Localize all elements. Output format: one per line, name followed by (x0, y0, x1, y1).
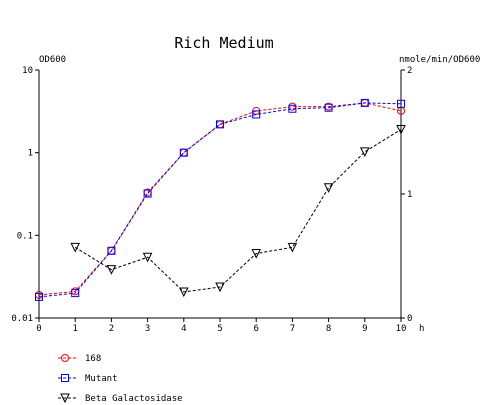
data-point-beta-galactosidase (178, 287, 189, 298)
y-right-tick-label: 2 (407, 66, 412, 76)
data-point-beta-galactosidase (106, 265, 117, 275)
legend-marker-beta-galactosidase (60, 393, 70, 404)
legend-label-mutant: Mutant (85, 374, 118, 384)
data-point-mutant (252, 110, 261, 119)
data-point-mutant (143, 189, 152, 198)
data-point-mutant (324, 103, 333, 112)
y-right-axis-label: nmole/min/OD600 (399, 55, 480, 65)
y-right-tick-label: 0 (407, 314, 412, 324)
x-axis-unit-label: h (419, 324, 424, 334)
y-left-tick-label: 0.1 (17, 231, 33, 241)
data-point-beta-galactosidase (287, 242, 298, 253)
series-line-beta-galactosidase (74, 129, 402, 293)
x-tick-label: 6 (253, 324, 258, 334)
data-point-beta-galactosidase (359, 147, 370, 157)
x-tick-label: 0 (36, 324, 41, 334)
series-line-mutant (38, 102, 402, 298)
legend-marker-168 (61, 354, 69, 362)
data-point-mutant (288, 104, 297, 113)
legend: 168 Mutant Beta Galactosidase (58, 354, 183, 404)
x-tick-label: 5 (217, 324, 222, 334)
data-point-beta-galactosidase (396, 125, 406, 135)
series-layer (35, 98, 406, 301)
data-point-mutant (35, 292, 43, 301)
x-tick-label: 1 (72, 324, 77, 334)
y-left-tick-label: 1 (28, 149, 33, 159)
data-point-mutant (397, 99, 405, 108)
legend-label-168: 168 (85, 354, 101, 364)
data-point-mutant (360, 98, 369, 107)
y-left-axis-label: OD600 (39, 55, 66, 65)
y-left-tick-label: 10 (22, 66, 33, 76)
data-point-beta-galactosidase (215, 282, 225, 293)
x-tick-label: 4 (181, 324, 186, 334)
y-right-tick-label: 1 (407, 190, 412, 200)
legend-label-beta-galactosidase: Beta Galactosidase (85, 394, 183, 404)
data-point-mutant (179, 148, 188, 157)
data-point-beta-galactosidase (142, 252, 153, 263)
data-point-mutant (71, 289, 80, 298)
x-tick-label: 9 (362, 324, 367, 334)
chart-title: Rich Medium (174, 34, 273, 52)
data-point-mutant (216, 120, 224, 129)
x-tick-label: 7 (290, 324, 295, 334)
data-point-beta-galactosidase (323, 183, 334, 193)
series-line-168 (38, 102, 402, 296)
x-tick-label: 8 (326, 324, 331, 334)
x-tick-label: 3 (145, 324, 150, 334)
legend-marker-mutant (61, 374, 69, 382)
data-point-beta-galactosidase (70, 242, 81, 253)
x-tick-label: 10 (396, 324, 407, 334)
data-point-beta-galactosidase (251, 249, 262, 259)
x-tick-label: 2 (109, 324, 114, 334)
data-point-mutant (107, 246, 116, 255)
y-left-tick-label: 0.01 (11, 314, 33, 324)
